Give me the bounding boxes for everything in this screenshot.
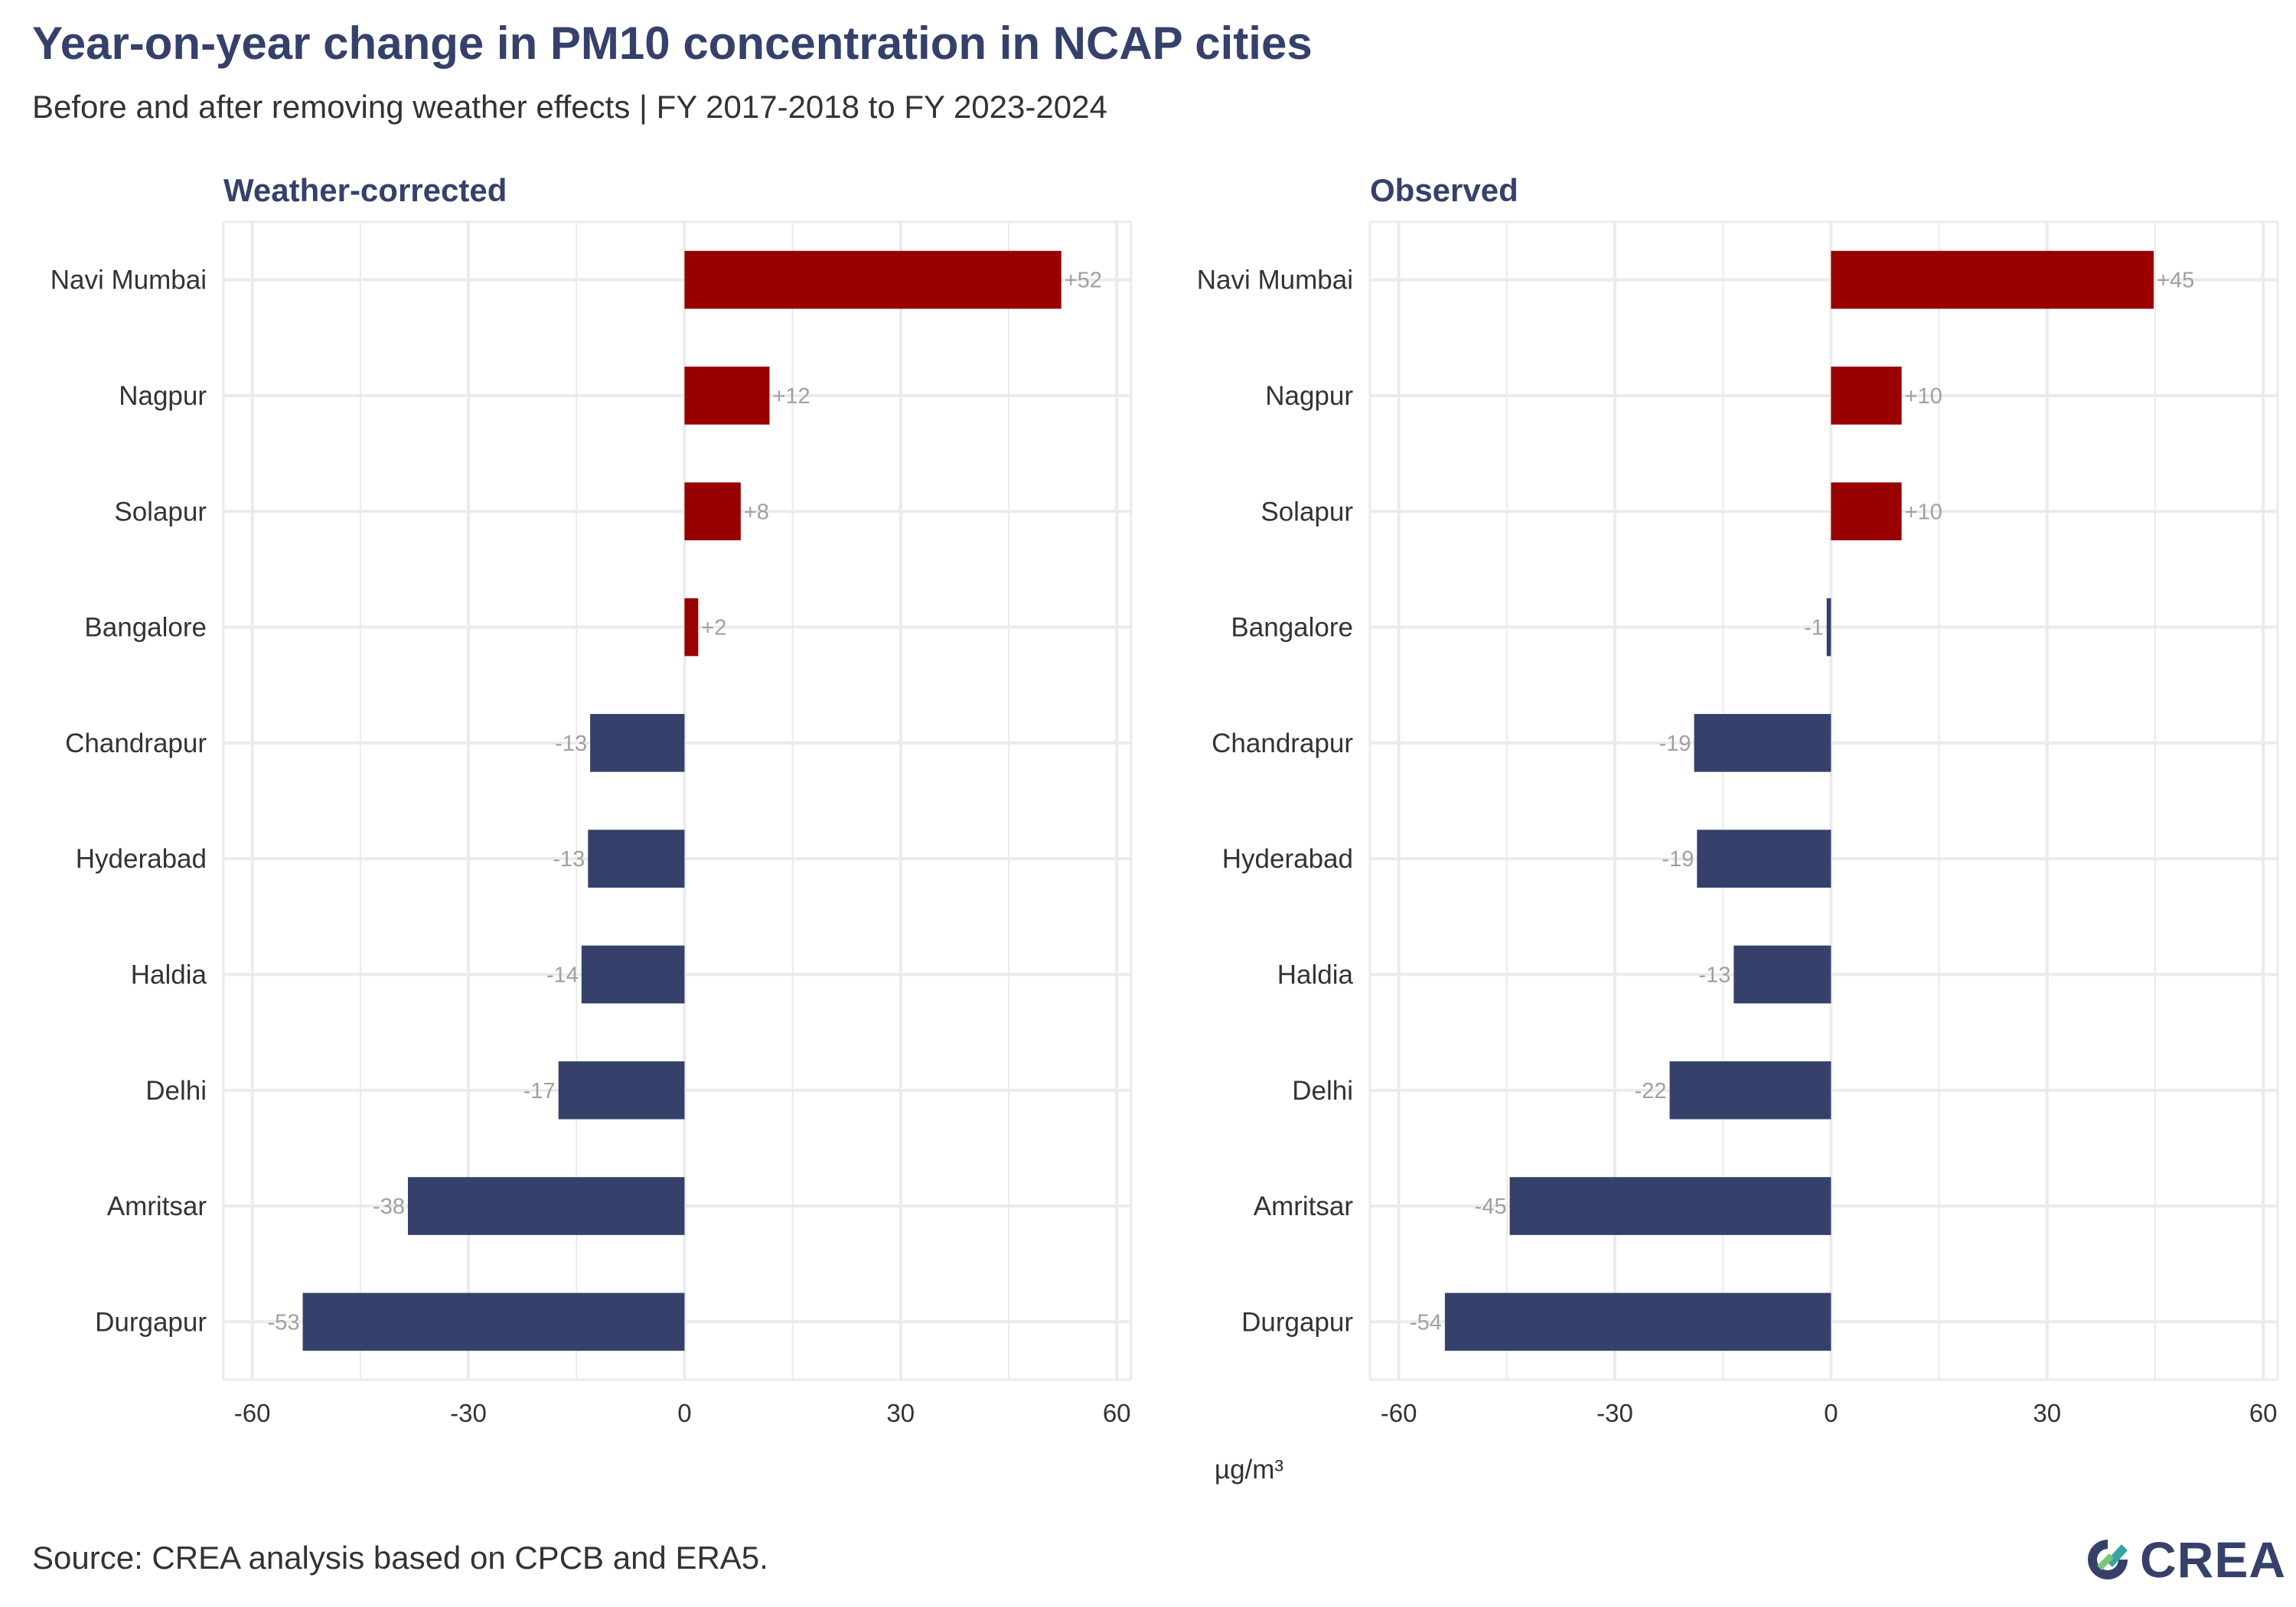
category-label: Solapur: [1261, 497, 1353, 526]
category-label: Solapur: [114, 497, 207, 526]
data-label: -1: [1804, 616, 1824, 641]
bar: [1509, 1177, 1831, 1235]
bar: [684, 598, 699, 657]
panel-title: Observed: [1370, 172, 1518, 208]
data-label: -22: [1635, 1079, 1667, 1103]
data-label: -45: [1475, 1195, 1507, 1219]
crea-logo-text: CREA: [2140, 1531, 2287, 1588]
data-label: -13: [553, 847, 585, 872]
x-tick-label: -60: [1381, 1399, 1417, 1427]
category-label: Navi Mumbai: [1197, 266, 1353, 295]
category-label: Bangalore: [1231, 613, 1353, 643]
data-label: +45: [2157, 269, 2194, 293]
crea-logo-icon: [2088, 1540, 2128, 1579]
x-tick-label: 0: [1824, 1399, 1838, 1427]
panel-observed: Observed Navi Mumbai +45 Nagpur +10 Solapur +1…: [1197, 172, 2279, 1427]
data-label: +52: [1065, 269, 1102, 293]
bar: [1831, 250, 2154, 309]
crea-logo: CREA: [2083, 1530, 2286, 1589]
category-label: Chandrapur: [1212, 729, 1353, 758]
category-label: Bangalore: [84, 613, 207, 643]
bar: [1694, 714, 1831, 772]
data-label: +2: [701, 616, 726, 641]
category-label: Hyderabad: [1222, 844, 1353, 874]
x-tick-label: 60: [2249, 1399, 2278, 1427]
source-note: Source: CREA analysis based on CPCB and …: [32, 1540, 768, 1576]
panel-title: Weather-corrected: [223, 172, 507, 208]
bar: [1831, 482, 1902, 541]
bar: [684, 367, 770, 425]
data-label: -54: [1410, 1310, 1442, 1335]
bar: [558, 1061, 685, 1120]
x-axis-unit-label: µg/m³: [1215, 1455, 1283, 1485]
category-label: Chandrapur: [65, 729, 207, 758]
category-label: Nagpur: [119, 381, 207, 411]
category-label: Delhi: [1292, 1076, 1353, 1106]
chart-subtitle: Before and after removing weather effect…: [32, 89, 1107, 125]
data-label: -19: [1659, 732, 1691, 756]
category-label: Hyderabad: [76, 844, 207, 874]
data-label: -14: [546, 963, 579, 987]
bar: [1826, 598, 1831, 657]
category-label: Haldia: [131, 960, 207, 989]
x-tick-label: 30: [2033, 1399, 2061, 1427]
bar: [1444, 1292, 1831, 1351]
category-label: Haldia: [1277, 960, 1354, 989]
data-label: -13: [555, 732, 587, 756]
bar: [588, 830, 685, 888]
bar: [590, 714, 685, 772]
data-label: -53: [268, 1310, 300, 1335]
x-tick-label: 30: [886, 1399, 915, 1427]
bar: [684, 250, 1062, 309]
data-label: -17: [523, 1079, 556, 1103]
category-label: Durgapur: [1241, 1307, 1353, 1337]
category-label: Nagpur: [1265, 381, 1353, 411]
data-label: +12: [772, 384, 810, 409]
data-label: -13: [1698, 963, 1730, 987]
chart-title: Year-on-year change in PM10 concentratio…: [32, 18, 1313, 69]
x-tick-label: -30: [1596, 1399, 1633, 1427]
bar: [1669, 1061, 1831, 1120]
data-label: -19: [1662, 847, 1694, 872]
category-label: Durgapur: [95, 1307, 207, 1337]
x-tick-label: -30: [450, 1399, 487, 1427]
category-label: Navi Mumbai: [51, 266, 207, 295]
bar: [581, 945, 685, 1004]
bar: [1831, 367, 1902, 425]
data-label: -38: [373, 1195, 405, 1219]
bar: [302, 1292, 685, 1351]
x-tick-label: -60: [234, 1399, 271, 1427]
bar: [1697, 830, 1831, 888]
category-label: Amritsar: [107, 1191, 207, 1221]
bar: [1733, 945, 1831, 1004]
bar: [407, 1177, 685, 1235]
x-tick-label: 0: [677, 1399, 691, 1427]
category-label: Delhi: [145, 1076, 207, 1106]
panel-weather-corrected: Weather-corrected Navi Mumbai +52 Nagpur +12…: [51, 172, 1133, 1427]
bar: [684, 482, 741, 541]
data-label: +8: [744, 500, 769, 524]
category-label: Amritsar: [1254, 1191, 1354, 1221]
data-label: +10: [1905, 384, 1942, 409]
data-label: +10: [1905, 500, 1942, 524]
x-tick-label: 60: [1103, 1399, 1131, 1427]
